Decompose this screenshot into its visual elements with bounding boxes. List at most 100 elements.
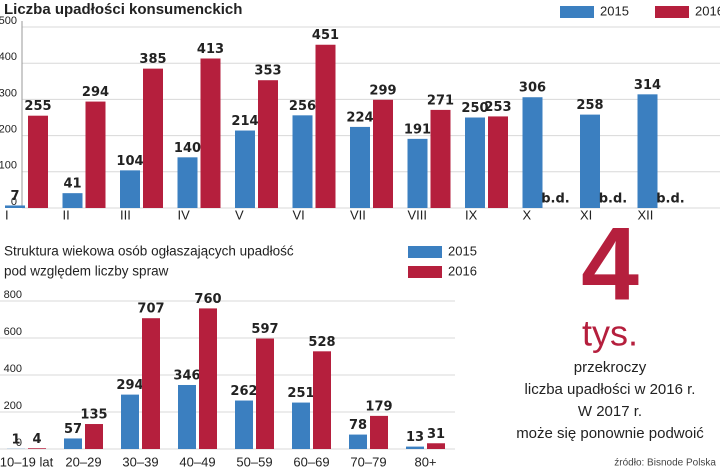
y-tick-label: 200: [0, 124, 17, 136]
data-label: 294: [82, 85, 109, 100]
x-tick-label: 10–19 lat: [0, 454, 54, 469]
data-label: 104: [116, 154, 143, 169]
data-label: 707: [137, 302, 164, 317]
bar: [637, 94, 658, 208]
data-label: 256: [289, 99, 316, 114]
data-label: 353: [254, 64, 281, 79]
legend-label: 2016: [695, 3, 720, 18]
bar: [62, 193, 83, 208]
y-tick-label: 500: [0, 15, 17, 27]
data-label: 253: [484, 100, 511, 115]
source: źródło: Bisnode Polska: [614, 458, 716, 469]
x-tick-label: 30–39: [122, 454, 158, 469]
bar: [121, 394, 139, 449]
x-tick-label: 50–59: [236, 454, 272, 469]
bar: [28, 115, 48, 208]
data-label: 191: [404, 122, 431, 137]
y-tick-label: 0: [11, 196, 17, 208]
chart-title: pod względem liczby spraw: [4, 264, 169, 279]
callout-text: przekroczy: [574, 359, 647, 376]
x-tick-label: VIII: [408, 207, 428, 222]
x-tick-label: V: [235, 207, 244, 222]
bar: [488, 116, 508, 208]
callout-text: liczba upadłości w 2016 r.: [525, 381, 696, 398]
x-tick-label: 70–79: [350, 454, 386, 469]
bar: [85, 424, 103, 449]
bar: [370, 415, 388, 449]
data-label: 4: [32, 432, 41, 447]
legend-label: 2015: [448, 243, 477, 258]
data-label: 1: [11, 432, 20, 447]
x-tick-label: 60–69: [293, 454, 329, 469]
y-tick-label: 0: [16, 437, 22, 449]
x-tick-label: 40–49: [179, 454, 215, 469]
bar: [143, 68, 163, 208]
data-label: 140: [174, 141, 201, 156]
bar: [350, 126, 370, 208]
bar: [199, 308, 217, 449]
bar: [28, 448, 46, 449]
data-label: 224: [346, 110, 373, 125]
data-label: 251: [287, 386, 314, 401]
bar: [522, 97, 543, 208]
data-label: 528: [308, 335, 335, 350]
callout-text: W 2017 r.: [578, 403, 642, 420]
y-tick-label: 400: [4, 363, 22, 375]
bar: [430, 109, 451, 208]
bar: [178, 384, 196, 449]
data-label: 314: [634, 78, 661, 93]
legend-swatch: [408, 246, 442, 258]
y-tick-label: 300: [0, 87, 17, 99]
data-label: 258: [576, 98, 603, 113]
data-label: 78: [349, 418, 367, 433]
data-label: 294: [116, 378, 143, 393]
bar: [315, 44, 336, 208]
bar: [427, 443, 445, 449]
x-tick-label: II: [63, 207, 70, 222]
bar: [235, 130, 255, 208]
data-label: 346: [173, 368, 200, 383]
data-label: 597: [251, 322, 278, 337]
bar: [373, 99, 393, 208]
bar: [5, 205, 25, 208]
legend-swatch: [560, 6, 594, 18]
bar: [349, 434, 367, 449]
y-tick-label: 600: [4, 326, 22, 338]
data-label: 299: [369, 83, 396, 98]
y-tick-label: 800: [4, 289, 22, 301]
bar: [142, 318, 160, 449]
chart-title: Struktura wiekowa osób ogłaszających upa…: [4, 244, 294, 259]
y-tick-label: 100: [0, 160, 17, 172]
data-label: 31: [427, 427, 445, 442]
data-label: 13: [406, 430, 424, 445]
x-tick-label: VI: [293, 207, 305, 222]
x-tick-label: 20–29: [65, 454, 101, 469]
callout-number: 4: [581, 206, 639, 322]
bar: [580, 114, 600, 208]
bar: [200, 58, 221, 208]
data-label: 306: [519, 81, 546, 96]
x-tick-label: XI: [580, 207, 592, 222]
data-label: b.d.: [656, 192, 685, 207]
bar: [64, 438, 82, 449]
data-label: 7: [10, 189, 19, 204]
chart-title: Liczba upadłości konsumenckich: [4, 1, 242, 18]
data-label: 271: [427, 93, 454, 108]
data-label: 255: [24, 99, 51, 114]
x-tick-label: VII: [350, 207, 366, 222]
bar: [177, 157, 198, 208]
bar: [256, 338, 274, 449]
data-label: 385: [139, 52, 166, 67]
bar: [406, 446, 424, 449]
bar: [85, 101, 106, 208]
data-label: 250: [461, 101, 488, 116]
legend-label: 2015: [600, 3, 629, 18]
x-tick-label: 80+: [414, 454, 436, 469]
bar: [407, 138, 428, 208]
bar: [292, 402, 310, 449]
legend-swatch: [655, 6, 689, 18]
data-label: 57: [64, 422, 82, 437]
bar: [235, 400, 253, 449]
bar: [292, 115, 313, 208]
